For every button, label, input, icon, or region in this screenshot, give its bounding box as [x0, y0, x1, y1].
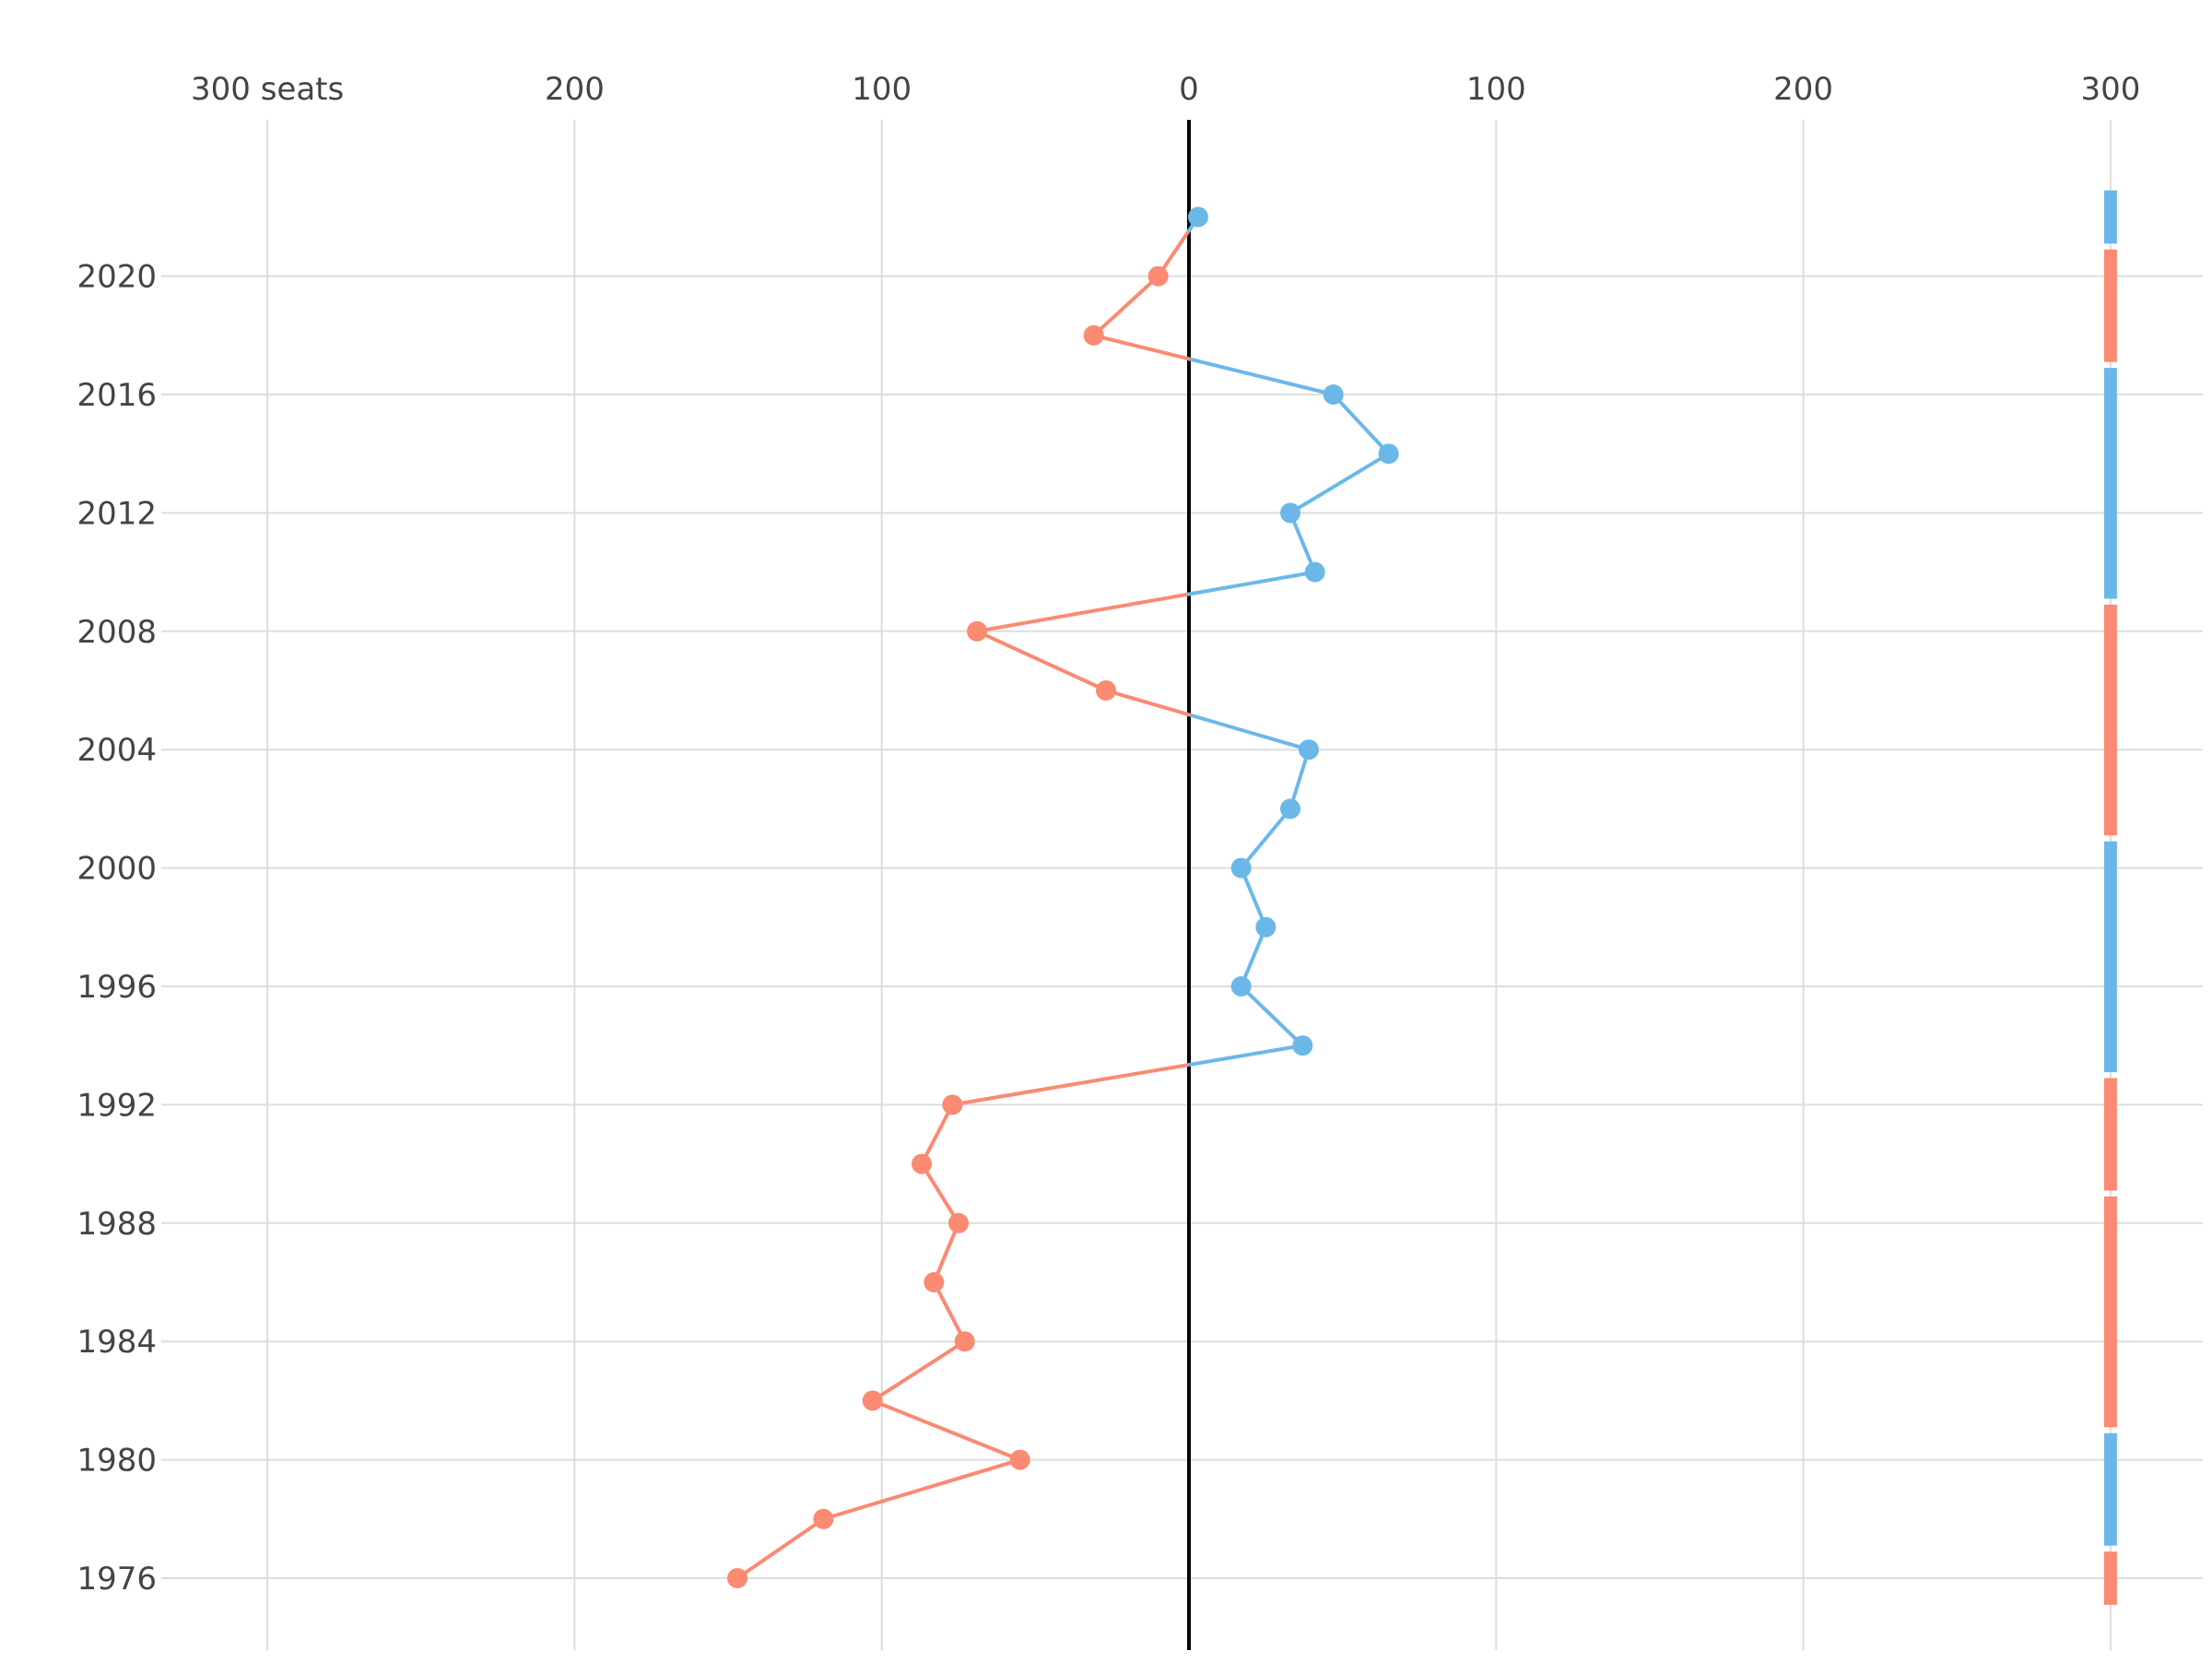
series-segment: [1187, 357, 1335, 396]
y-tick-label: 1980: [76, 1443, 157, 1480]
series-segment: [920, 1162, 961, 1225]
series-segment: [1091, 274, 1160, 337]
series-segment: [1288, 452, 1391, 515]
data-point: [1009, 1449, 1030, 1470]
y-axis-tick-labels: 1976 1980 1984 1988 1992 1996 2000 2004 2008 2012…: [76, 259, 157, 1598]
data-point: [1279, 798, 1300, 820]
series-segment: [1187, 570, 1317, 596]
x-tick-label: 200: [545, 71, 605, 108]
control-strip-segment: [2103, 1078, 2117, 1191]
x-tick-label: 100: [1466, 71, 1526, 108]
data-point: [942, 1094, 963, 1115]
series-segment: [1104, 689, 1191, 717]
series-segment: [975, 629, 1109, 692]
y-tick-label: 1996: [76, 969, 157, 1006]
x-tick-label: 300: [2080, 71, 2140, 108]
series-segment: [950, 1063, 1191, 1107]
series-segment: [821, 1457, 1022, 1521]
series-segment: [870, 1339, 967, 1403]
x-axis-tick-labels: 300 seats 200 100 0 100 200 300: [191, 71, 2140, 108]
control-strip-segment: [2103, 604, 2117, 836]
x-tick-label: 200: [1773, 71, 1833, 108]
series-segment: [1331, 393, 1391, 456]
data-point: [1083, 324, 1104, 346]
control-strip-segment: [2103, 1551, 2117, 1605]
y-tick-label: 1984: [76, 1324, 157, 1361]
data-point: [1292, 1035, 1313, 1056]
series-segment: [1288, 511, 1317, 574]
data-point: [967, 620, 988, 642]
series-segment: [1187, 713, 1311, 752]
control-strip: [2103, 190, 2117, 1605]
data-point: [948, 1212, 970, 1233]
control-strip-segment: [2103, 190, 2117, 244]
y-tick-label: 2020: [76, 259, 157, 296]
series-segment: [1187, 1044, 1305, 1067]
data-point: [1255, 916, 1277, 938]
series-segment: [1091, 333, 1191, 361]
series-segment: [932, 1280, 967, 1344]
control-strip-segment: [2103, 1196, 2117, 1428]
y-tick-label: 1992: [76, 1087, 157, 1124]
series-line-segments: [735, 215, 1391, 1580]
data-point: [1230, 976, 1252, 997]
control-strip-segment: [2103, 1433, 2117, 1546]
series-segment: [920, 1103, 955, 1166]
y-tick-label: 2000: [76, 851, 157, 888]
x-tick-label: 0: [1179, 71, 1199, 108]
series-segment: [1239, 925, 1268, 988]
data-point: [1378, 443, 1399, 465]
data-point: [1323, 384, 1344, 405]
data-point: [954, 1331, 975, 1352]
data-point: [1187, 206, 1208, 228]
series-segment: [1239, 807, 1292, 870]
x-tick-label: 300 seats: [191, 71, 344, 108]
control-strip-segment: [2103, 368, 2117, 599]
control-strip-segment: [2103, 249, 2117, 362]
data-point: [912, 1153, 933, 1174]
data-point: [727, 1568, 748, 1588]
series-segment: [1239, 985, 1305, 1048]
y-tick-label: 1988: [76, 1206, 157, 1243]
series-points: [727, 206, 1399, 1588]
series-segment: [932, 1221, 961, 1284]
series-segment: [1288, 748, 1311, 811]
data-point: [1147, 265, 1169, 287]
control-strip-segment: [2103, 841, 2117, 1073]
y-tick-label: 1976: [76, 1561, 157, 1598]
data-point: [813, 1508, 834, 1529]
data-point: [1304, 561, 1325, 583]
horizontal-gridlines: [161, 275, 2203, 1579]
series-segment: [975, 592, 1191, 633]
y-tick-label: 2004: [76, 732, 157, 769]
series-segment: [870, 1398, 1022, 1462]
x-tick-label: 100: [852, 71, 912, 108]
data-point: [1279, 502, 1300, 524]
y-tick-label: 2016: [76, 377, 157, 414]
data-point: [1096, 680, 1117, 701]
series-segment: [735, 1516, 826, 1580]
y-tick-label: 2008: [76, 614, 157, 651]
y-tick-label: 2012: [76, 495, 157, 532]
data-point: [924, 1272, 945, 1292]
data-point: [1298, 739, 1319, 761]
series-segment: [1239, 866, 1268, 929]
data-point: [862, 1390, 883, 1411]
data-point: [1230, 857, 1252, 879]
